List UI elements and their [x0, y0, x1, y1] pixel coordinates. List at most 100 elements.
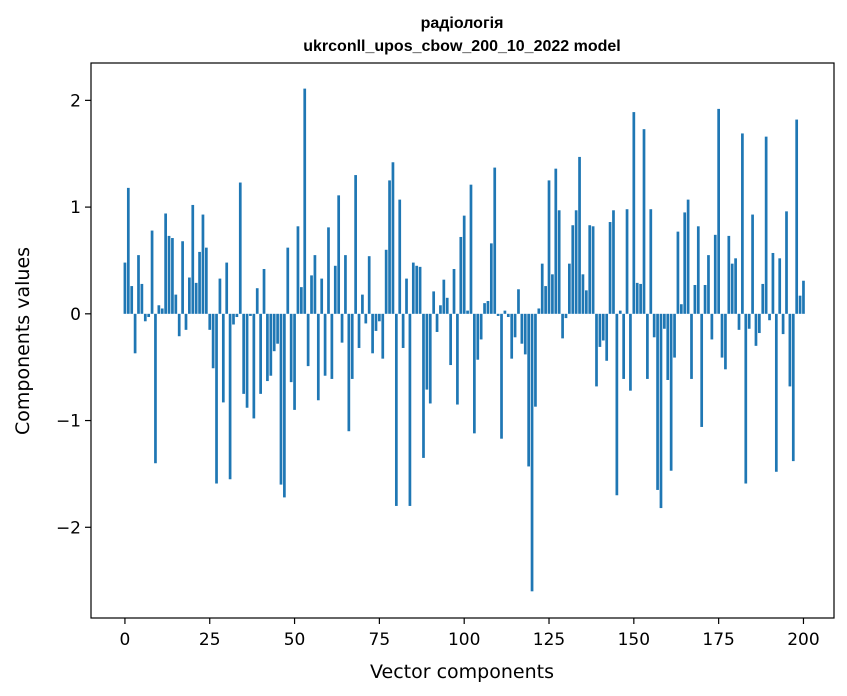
- bar: [242, 313, 246, 394]
- bar: [795, 119, 799, 314]
- bar: [442, 279, 446, 314]
- bar: [510, 313, 514, 359]
- y-axis-label: Components values: [12, 247, 34, 435]
- bar: [754, 313, 758, 346]
- bar: [473, 313, 476, 434]
- bar: [255, 288, 259, 314]
- bar: [476, 313, 480, 360]
- bar: [405, 278, 408, 314]
- bar: [181, 241, 184, 314]
- bar: [344, 255, 347, 314]
- bar: [584, 290, 588, 314]
- bar: [713, 234, 717, 314]
- x-tick-label: 200: [787, 630, 819, 650]
- bar: [327, 227, 330, 314]
- bar: [333, 265, 337, 314]
- bar: [337, 195, 341, 314]
- bar: [445, 297, 449, 314]
- bar: [191, 204, 195, 314]
- bar: [768, 313, 771, 321]
- bar: [707, 255, 710, 314]
- bar: [164, 213, 167, 314]
- bar: [232, 313, 235, 325]
- bar: [730, 263, 734, 314]
- bar: [663, 313, 666, 329]
- bar: [428, 313, 432, 404]
- bar: [364, 313, 368, 324]
- bar: [371, 313, 374, 354]
- bar: [388, 180, 391, 314]
- bar: [357, 313, 361, 348]
- bar: [456, 313, 459, 405]
- bar: [710, 313, 714, 340]
- bar: [238, 182, 242, 314]
- bar: [520, 313, 524, 344]
- bar: [126, 187, 130, 314]
- bar: [622, 313, 626, 379]
- bar: [696, 226, 700, 314]
- bar: [741, 133, 744, 314]
- bar: [459, 236, 463, 314]
- bar: [608, 222, 612, 314]
- bar: [639, 283, 642, 314]
- bar: [157, 305, 161, 314]
- bar: [571, 225, 575, 314]
- bar: [673, 313, 676, 358]
- x-tick-label: 150: [618, 630, 650, 650]
- bar: [574, 210, 578, 314]
- bar: [439, 305, 442, 314]
- bar: [143, 313, 147, 322]
- bar: [496, 313, 500, 316]
- x-tick-label: 0: [120, 630, 131, 650]
- bar: [201, 214, 205, 314]
- bar: [720, 313, 724, 358]
- x-tick-label: 175: [702, 630, 734, 650]
- bar: [330, 313, 334, 379]
- bar: [564, 313, 568, 319]
- bar: [174, 294, 178, 314]
- bar: [272, 313, 276, 352]
- bar: [588, 225, 592, 314]
- bar: [262, 268, 266, 314]
- bar: [703, 285, 707, 314]
- bar: [544, 286, 547, 314]
- bar: [676, 231, 680, 314]
- bar: [618, 310, 622, 314]
- bar: [540, 263, 544, 314]
- bar: [289, 313, 293, 383]
- bar: [802, 280, 805, 314]
- bar: [225, 262, 229, 314]
- bar: [296, 226, 300, 314]
- bar: [323, 313, 327, 376]
- bar: [194, 282, 198, 314]
- bar: [724, 313, 727, 370]
- bar: [523, 313, 527, 355]
- bar: [306, 313, 310, 367]
- bar: [635, 282, 639, 314]
- bar: [299, 287, 303, 314]
- bar: [659, 313, 663, 509]
- bar: [500, 313, 503, 439]
- bar: [218, 278, 222, 314]
- bar: [483, 303, 486, 314]
- bar: [198, 251, 201, 314]
- bar: [527, 313, 531, 467]
- bar: [310, 275, 313, 314]
- bar: [378, 313, 381, 322]
- bar: [303, 88, 307, 314]
- bar: [503, 310, 507, 314]
- bar: [283, 313, 286, 498]
- bar: [781, 313, 785, 335]
- bar: [615, 313, 619, 496]
- bar: [666, 313, 670, 380]
- bar: [493, 167, 497, 314]
- bar: [625, 209, 629, 314]
- bar: [605, 313, 609, 361]
- bar: [452, 268, 456, 314]
- bar: [252, 313, 256, 419]
- bar: [171, 238, 174, 314]
- bar: [551, 274, 554, 314]
- bar: [361, 294, 364, 314]
